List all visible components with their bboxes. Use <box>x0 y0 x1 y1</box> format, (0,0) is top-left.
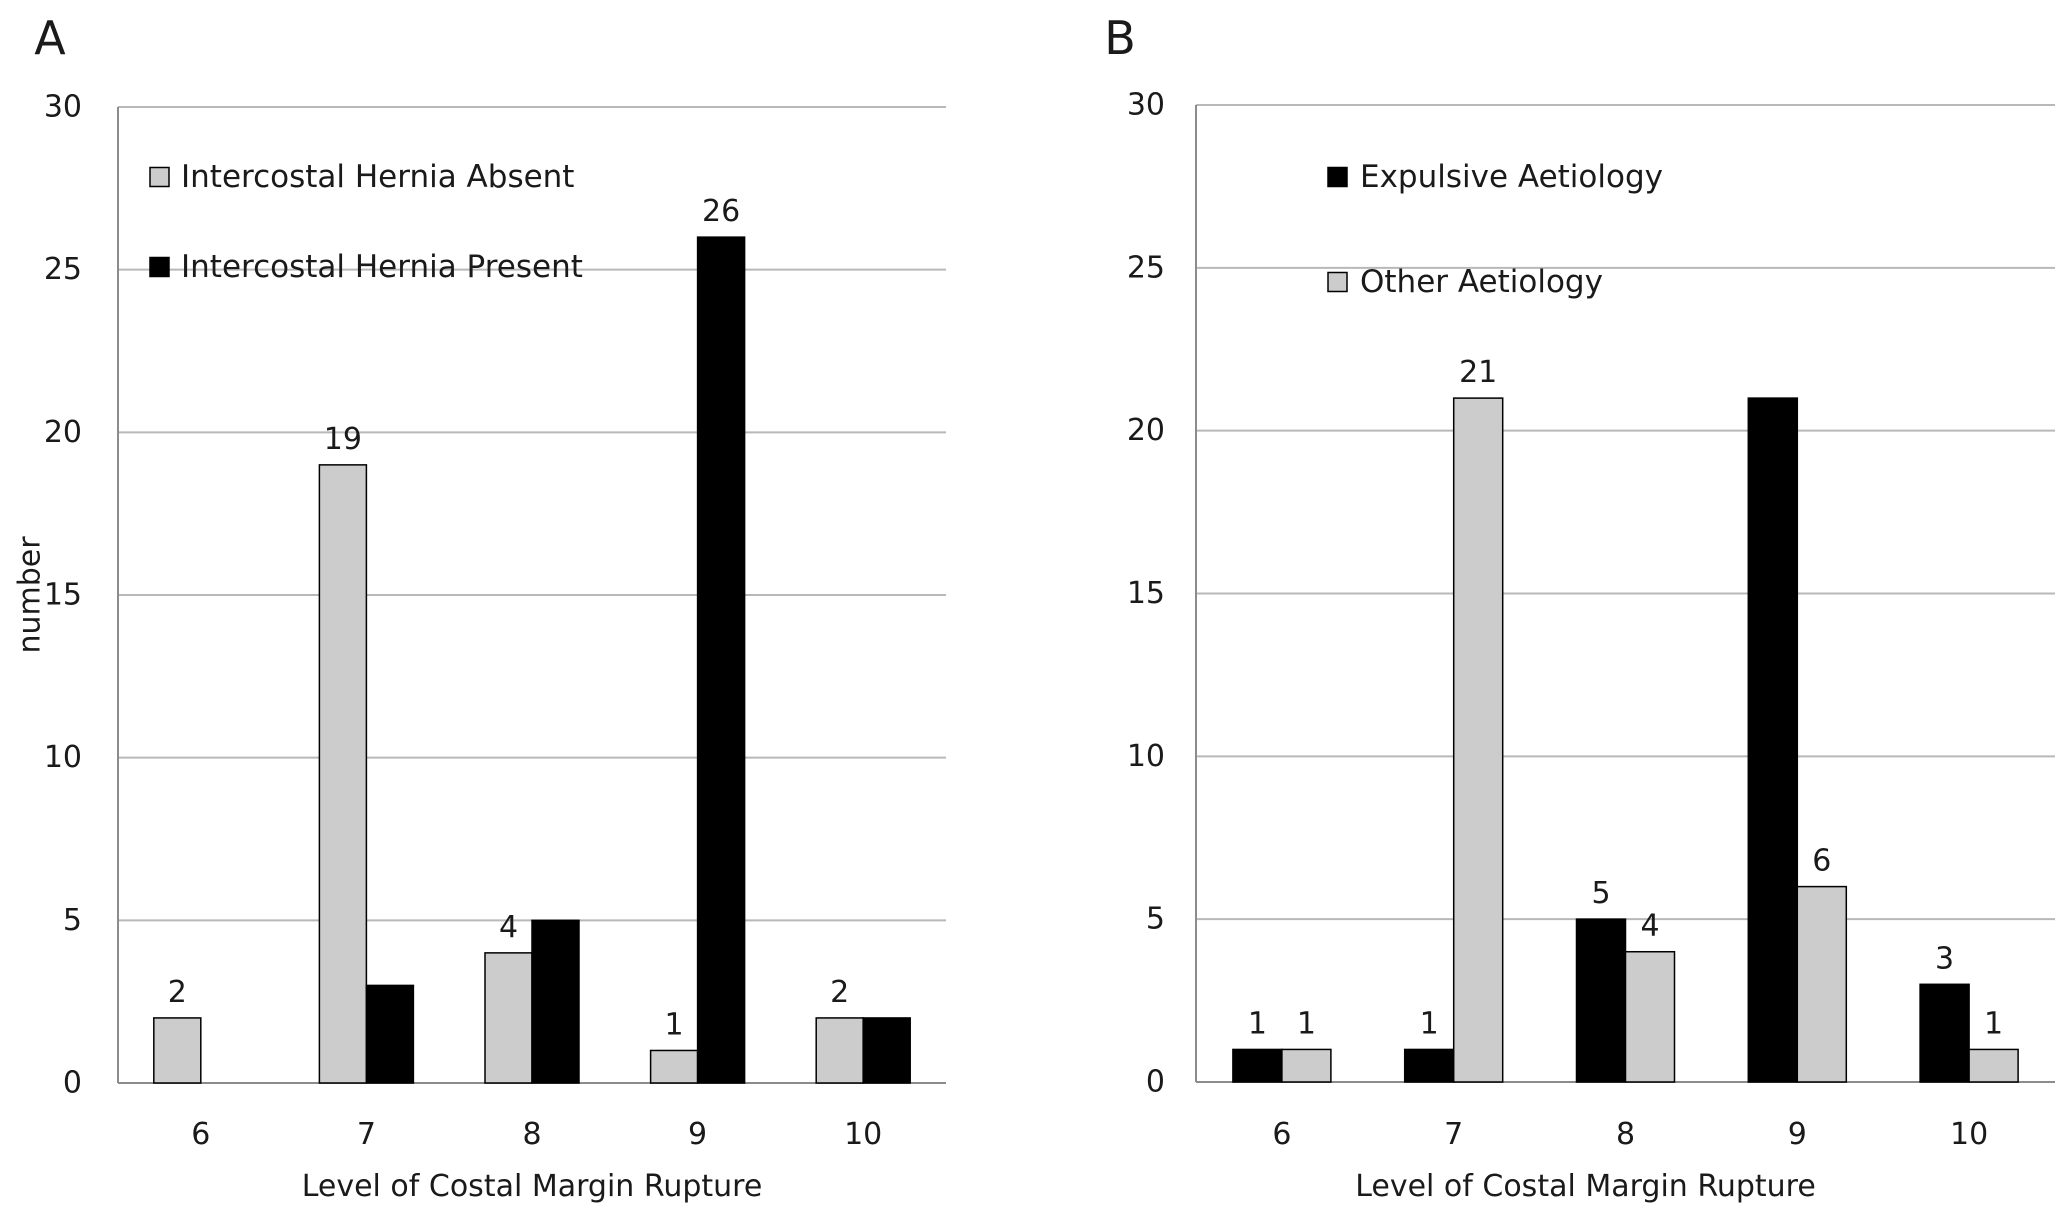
x-tick-label: 7 <box>1444 1117 1463 1152</box>
legend-entry: Other Aetiology <box>1360 264 1603 300</box>
x-tick-label: 10 <box>844 1117 882 1152</box>
bar <box>365 984 415 1084</box>
bar <box>696 236 746 1084</box>
y-tick-label: 20 <box>44 415 82 450</box>
data-label: 26 <box>702 194 740 229</box>
chart-panel-a: A 0 5 10 15 20 25 30 6 2 7 19 8 4 9 1 26 10 2 Level of Cost… <box>13 11 946 1204</box>
data-label: 19 <box>324 422 362 457</box>
x-tick-label: 6 <box>191 1117 210 1152</box>
bar <box>1624 950 1676 1083</box>
bar <box>1968 1048 2019 1083</box>
y-tick-label: 5 <box>1146 902 1165 937</box>
x-tick-label: 8 <box>1616 1117 1635 1152</box>
bar <box>1232 1048 1283 1083</box>
x-tick-label: 7 <box>357 1117 376 1152</box>
data-label: 6 <box>1812 844 1831 879</box>
y-tick-label: 15 <box>1127 576 1165 611</box>
y-tick-label: 0 <box>63 1066 82 1101</box>
data-label: 3 <box>1935 941 1954 976</box>
legend-entry: Intercostal Hernia Present <box>181 249 583 285</box>
data-label: 4 <box>499 910 518 945</box>
bar <box>1575 918 1627 1083</box>
x-axis-title: Level of Costal Margin Rupture <box>302 1169 763 1204</box>
legend-swatch <box>149 166 170 188</box>
y-tick-label: 25 <box>1127 250 1165 285</box>
data-label: 1 <box>1420 1006 1439 1041</box>
bar <box>531 919 580 1084</box>
bar <box>1403 1048 1455 1083</box>
data-label: 21 <box>1459 355 1497 390</box>
x-axis-title: Level of Costal Margin Rupture <box>1355 1169 1816 1204</box>
bar <box>862 1017 911 1084</box>
panel-label: B <box>1104 11 1136 65</box>
data-label: 4 <box>1640 909 1659 944</box>
legend: Intercostal Hernia Absent Intercostal Her… <box>149 159 583 285</box>
bar <box>484 952 533 1084</box>
y-tick-label: 30 <box>44 90 82 125</box>
data-label: 1 <box>1297 1006 1316 1041</box>
bar <box>815 1017 864 1084</box>
data-label: 1 <box>665 1007 684 1042</box>
x-tick-label: 8 <box>522 1117 541 1152</box>
y-axis-title: number <box>13 536 48 654</box>
y-tick-label: 20 <box>1127 413 1165 448</box>
bar <box>1919 983 1970 1083</box>
panel-label: A <box>34 11 66 65</box>
data-label: 1 <box>1984 1006 2003 1041</box>
legend-swatch <box>1327 271 1348 293</box>
x-tick-label: 10 <box>1950 1117 1988 1152</box>
legend-swatch <box>1327 166 1348 188</box>
y-tick-label: 15 <box>44 578 82 613</box>
legend-swatch <box>149 256 170 278</box>
y-tick-label: 25 <box>44 252 82 287</box>
bar <box>1281 1048 1332 1083</box>
legend: Expulsive Aetiology Other Aetiology <box>1327 159 1663 300</box>
data-label: 1 <box>1248 1006 1267 1041</box>
y-tick-label: 10 <box>44 740 82 775</box>
legend-entry: Intercostal Hernia Absent <box>181 159 574 195</box>
x-tick-label: 9 <box>1788 1117 1807 1152</box>
y-tick-label: 5 <box>63 903 82 938</box>
bar <box>649 1049 699 1084</box>
x-tick-label: 9 <box>688 1117 707 1152</box>
y-tick-label: 0 <box>1146 1065 1165 1100</box>
legend-entry: Expulsive Aetiology <box>1360 159 1663 195</box>
bar <box>318 464 368 1084</box>
bar <box>1796 885 1848 1083</box>
y-tick-label: 30 <box>1127 88 1165 123</box>
y-tick-label: 10 <box>1127 739 1165 774</box>
bar <box>1452 397 1504 1083</box>
bar <box>153 1017 202 1084</box>
bar <box>1747 397 1799 1083</box>
x-tick-label: 6 <box>1272 1117 1291 1152</box>
data-label: 5 <box>1591 876 1610 911</box>
data-label: 2 <box>830 975 849 1010</box>
data-label: 2 <box>168 975 187 1010</box>
